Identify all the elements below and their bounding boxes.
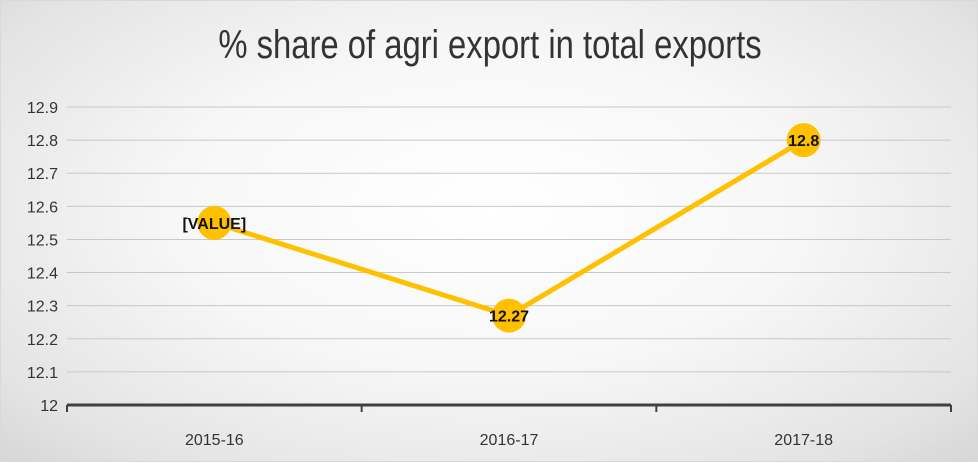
y-tick-label: 12.2: [27, 332, 58, 349]
data-label: 12.8: [788, 133, 819, 150]
y-tick-label: 12: [40, 398, 58, 415]
y-tick-label: 12.7: [27, 166, 58, 183]
data-point: [492, 298, 526, 333]
y-tick-label: 12.5: [27, 232, 58, 249]
y-tick-label: 12.3: [27, 299, 58, 316]
x-tick-label: 2017-18: [774, 432, 833, 449]
chart-title: % share of agri export in total exports: [218, 23, 762, 67]
y-tick-label: 12.6: [27, 199, 58, 216]
x-tick-label: 2015-16: [185, 432, 244, 449]
y-tick-label: 12.9: [27, 100, 58, 117]
y-tick-label: 12.8: [27, 133, 58, 150]
data-label: 12.27: [489, 309, 529, 326]
y-tick-label: 12.1: [27, 365, 58, 382]
data-point: [786, 123, 821, 158]
data-label: [VALUE]: [182, 216, 246, 233]
y-tick-label: 12.4: [27, 266, 58, 283]
data-point: [197, 205, 232, 240]
series-line: [213, 137, 805, 319]
x-tick-label: 2016-17: [480, 432, 539, 449]
